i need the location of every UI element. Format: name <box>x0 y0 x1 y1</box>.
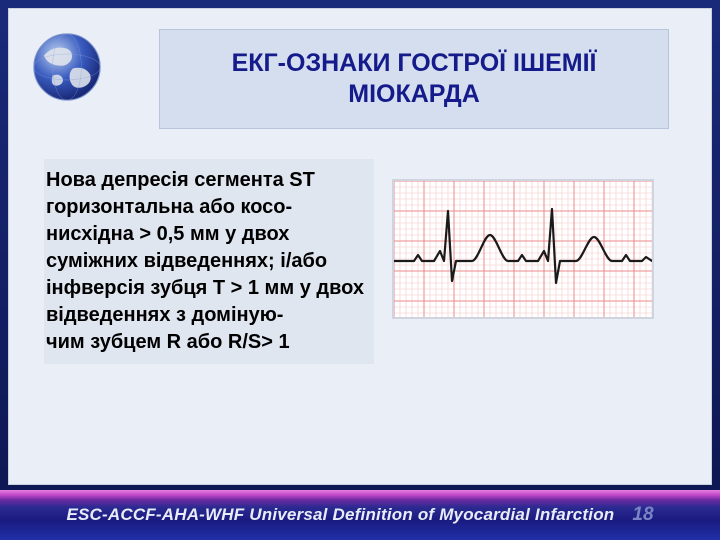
globe-icon <box>31 31 103 103</box>
content-panel: ЕКГ-ОЗНАКИ ГОСТРОЇ ІШЕМІЇ МІОКАРДА Нова … <box>8 8 712 485</box>
body-text: Нова депресія сегмента ST горизонтальна … <box>44 159 374 364</box>
footer-bar: ESC-ACCF-AHA-WHF Universal Definition of… <box>0 490 720 540</box>
title-box: ЕКГ-ОЗНАКИ ГОСТРОЇ ІШЕМІЇ МІОКАРДА <box>159 29 669 129</box>
slide-title: ЕКГ-ОЗНАКИ ГОСТРОЇ ІШЕМІЇ МІОКАРДА <box>180 48 648 111</box>
body-area: Нова депресія сегмента ST горизонтальна … <box>44 159 676 464</box>
ecg-strip <box>392 179 654 319</box>
footer-text: ESC-ACCF-AHA-WHF Universal Definition of… <box>66 505 614 525</box>
page-number: 18 <box>632 504 653 526</box>
